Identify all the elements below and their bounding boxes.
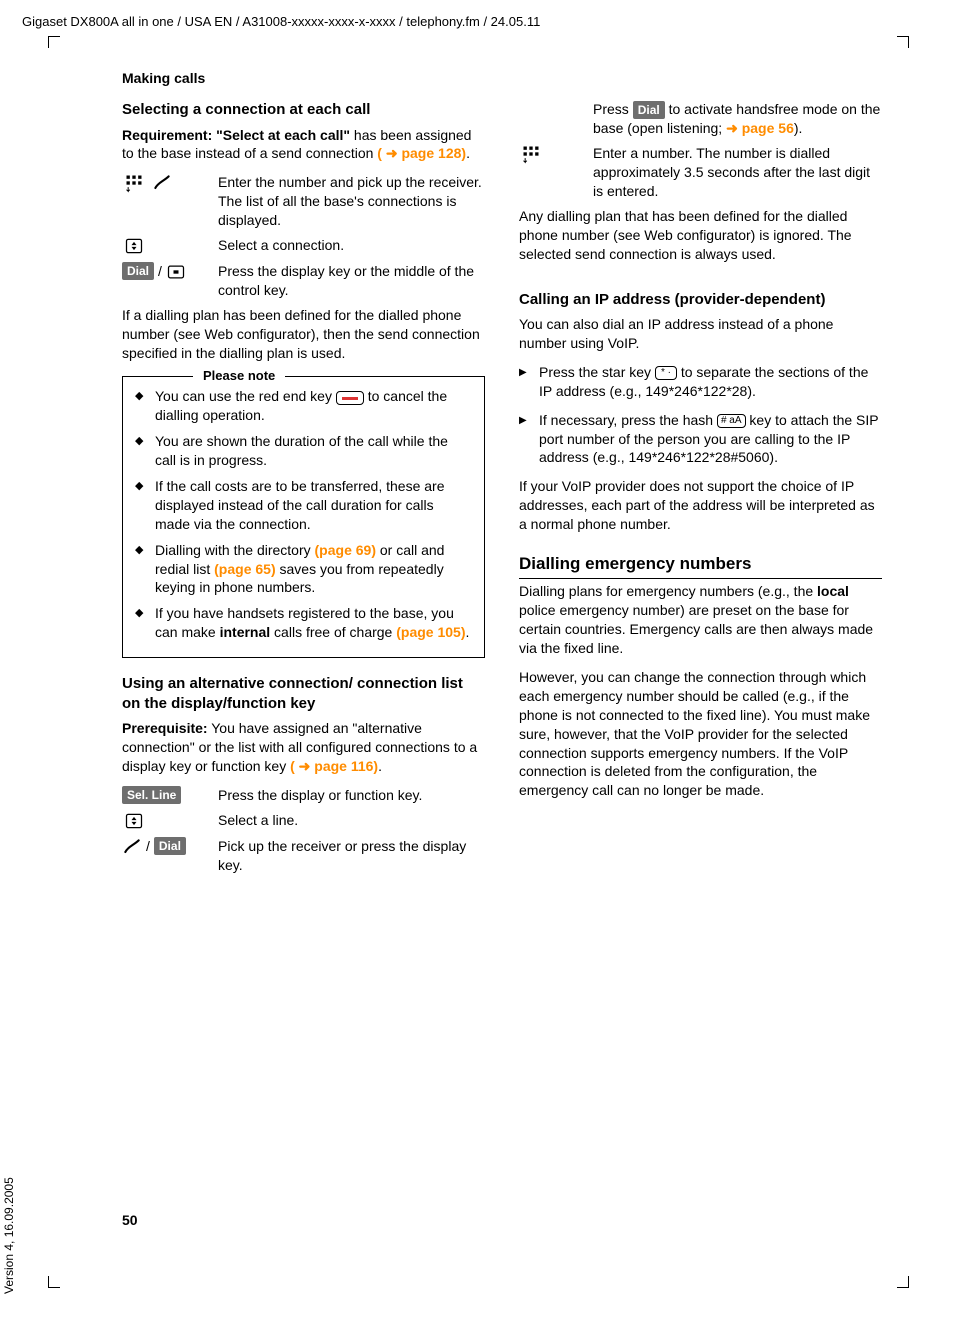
header-path: Gigaset DX800A all in one / USA EN / A31…	[22, 14, 935, 29]
red-end-key-icon	[336, 391, 364, 405]
prerequisite-para: Prerequisite: You have assigned an "alte…	[122, 719, 485, 776]
period2: .	[465, 624, 469, 640]
ip-steps-list: Press the star key * · to separate the s…	[519, 363, 882, 467]
keypad-icon	[519, 144, 543, 164]
heading-ip-address: Calling an IP address (provider-dependen…	[519, 290, 882, 310]
ip2a: If necessary, press the hash	[539, 412, 717, 428]
stepB3-text: Pick up the receiver or press the displa…	[218, 837, 485, 875]
heading-emergency: Dialling emergency numbers	[519, 554, 882, 579]
ip-step-2: If necessary, press the hash # aA key to…	[519, 411, 882, 468]
step-enter-number: Enter the number and pick up the receive…	[122, 173, 485, 230]
step2-text: Select a connection.	[218, 236, 485, 256]
note5-bold: internal	[220, 624, 271, 640]
sel-line-button-label: Sel. Line	[122, 786, 181, 804]
please-note-box: Please note You can use the red end key …	[122, 376, 485, 658]
step-handsfree: Press Dial to activate handsfree mode on…	[519, 100, 882, 138]
note-item-5: If you have handsets registered to the b…	[135, 604, 472, 642]
r1a: Press	[593, 101, 633, 117]
note-item-4: Dialling with the directory (page 69) or…	[135, 541, 472, 598]
slash: /	[158, 262, 162, 281]
link-page-105[interactable]: (page 105)	[396, 624, 465, 640]
emergency-para-2: However, you can change the connection t…	[519, 668, 882, 800]
link-page-56[interactable]: ➜ page 56	[726, 120, 794, 136]
step-press-dial: Dial / Press the display key or the midd…	[122, 262, 485, 300]
version-text: Version 4, 16.09.2005	[2, 1177, 16, 1294]
dialling-plan-para: If a dialling plan has been defined for …	[122, 306, 485, 363]
page-content: Making calls Selecting a connection at e…	[122, 70, 882, 880]
emergency-para-1: Dialling plans for emergency numbers (e.…	[519, 582, 882, 658]
ip-unsupported-para: If your VoIP provider does not support t…	[519, 477, 882, 534]
heading-alternative-connection: Using an alternative connection/ connect…	[122, 674, 485, 713]
period: .	[466, 145, 470, 161]
page-number: 50	[122, 1212, 138, 1228]
ip1a: Press the star key	[539, 364, 655, 380]
step-pickup-receiver: / Dial Pick up the receiver or press the…	[122, 837, 485, 875]
em1a: Dialling plans for emergency numbers (e.…	[519, 583, 817, 599]
right-column: Press Dial to activate handsfree mode on…	[519, 100, 882, 880]
dial-button-label-2: Dial	[154, 837, 186, 855]
slash2: /	[146, 837, 150, 856]
link-page-65[interactable]: (page 65)	[214, 561, 275, 577]
center-key-icon	[166, 262, 186, 282]
note4a: Dialling with the directory	[155, 542, 315, 558]
star-key-icon: * ·	[655, 366, 677, 380]
hash-key-icon: # aA	[717, 414, 746, 428]
section-header: Making calls	[122, 70, 882, 86]
note-item-2: You are shown the duration of the call w…	[135, 432, 472, 470]
ip-step-1: Press the star key * · to separate the s…	[519, 363, 882, 401]
navigate-icon	[122, 236, 146, 256]
requirement-para: Requirement: "Select at each call" has b…	[122, 126, 485, 164]
any-dialling-plan-para: Any dialling plan that has been defined …	[519, 207, 882, 264]
link-page-116[interactable]: ( ➜ page 116)	[290, 758, 378, 774]
step-enter-number-right: Enter a number. The number is dialled ap…	[519, 144, 882, 201]
dial-button-label-3: Dial	[633, 101, 665, 119]
r-step2-text: Enter a number. The number is dialled ap…	[593, 144, 882, 201]
note-list: You can use the red end key to cancel th…	[135, 387, 472, 642]
em1b: police emergency number) are preset on t…	[519, 602, 873, 656]
stepB1-text: Press the display or function key.	[218, 786, 485, 805]
link-page-128[interactable]: ( ➜ page 128)	[377, 145, 466, 161]
heading-select-connection: Selecting a connection at each call	[122, 100, 485, 120]
period3: .	[378, 758, 382, 774]
step3-text: Press the display key or the middle of t…	[218, 262, 485, 300]
em-bold: local	[817, 583, 849, 599]
prereq-label: Prerequisite:	[122, 720, 208, 736]
link-page-69[interactable]: (page 69)	[315, 542, 376, 558]
dial-button-label: Dial	[122, 262, 154, 280]
note5b: calls free of charge	[270, 624, 396, 640]
ip-intro-para: You can also dial an IP address instead …	[519, 315, 882, 353]
note-title: Please note	[193, 368, 285, 383]
note-item-1: You can use the red end key to cancel th…	[135, 387, 472, 425]
navigate-icon	[122, 811, 146, 831]
receiver-icon	[122, 837, 142, 857]
note1a: You can use the red end key	[155, 388, 336, 404]
left-column: Selecting a connection at each call Requ…	[122, 100, 485, 880]
receiver-icon	[150, 173, 174, 193]
paren-close: ).	[794, 120, 803, 136]
stepB2-text: Select a line.	[218, 811, 485, 831]
step-sel-line: Sel. Line Press the display or function …	[122, 786, 485, 805]
requirement-label: Requirement: "Select at each call"	[122, 127, 350, 143]
step-select-line: Select a line.	[122, 811, 485, 831]
keypad-icon	[122, 173, 146, 193]
note-item-3: If the call costs are to be transferred,…	[135, 477, 472, 534]
step1-text: Enter the number and pick up the receive…	[218, 173, 485, 230]
step-select-connection: Select a connection.	[122, 236, 485, 256]
